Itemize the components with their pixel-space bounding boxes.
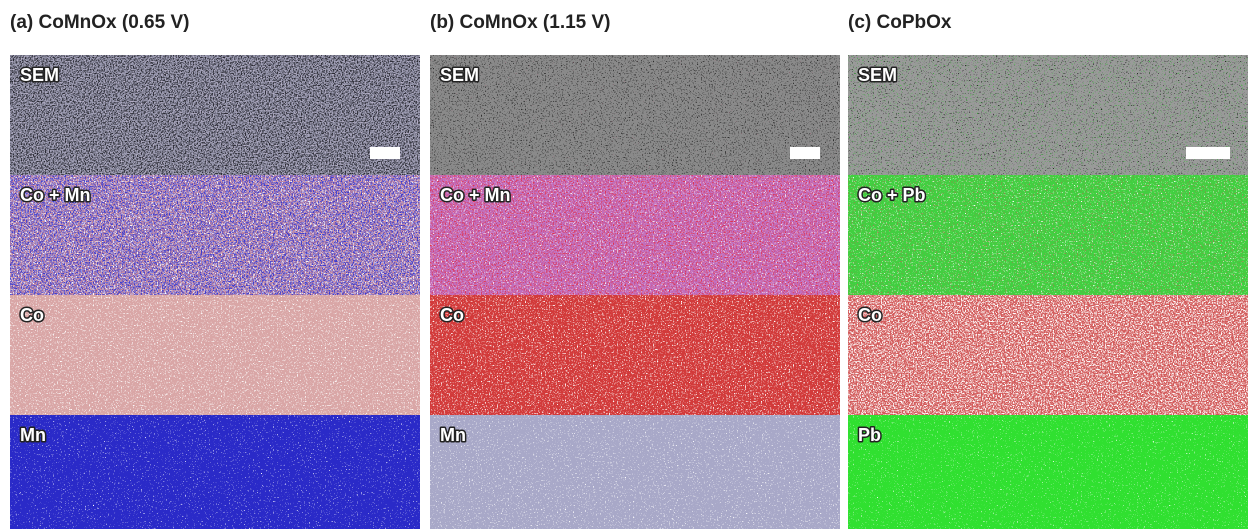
row-label: Pb [858, 425, 881, 445]
figure: (a) CoMnOx (0.65 V) SEM Co + Mn Co Mn (b) CoM… [0, 0, 1248, 529]
row-label: Co + Pb [858, 185, 926, 205]
speckle [10, 295, 420, 415]
panel-title: (b) CoMnOx (1.15 V) [430, 12, 611, 33]
map-tile: Mn [430, 415, 840, 529]
row-label: SEM [20, 65, 59, 85]
scale-bar [790, 147, 820, 159]
map-tile: Co [10, 295, 420, 415]
map-tile: SEM [430, 55, 840, 175]
speckle [848, 415, 1248, 529]
map-tile: SEM [848, 55, 1248, 175]
map-tile: SEM [10, 55, 420, 175]
speckle [10, 55, 420, 175]
map-tile: Mn [10, 415, 420, 529]
map-tile: Co [848, 295, 1248, 415]
speckle [430, 55, 840, 175]
row-label: Co [440, 305, 464, 325]
map-tile: Co + Mn [10, 175, 420, 295]
row-label: Co [858, 305, 882, 325]
speckle [430, 295, 840, 415]
row-label: Co [20, 305, 44, 325]
scale-bar [1186, 147, 1230, 159]
speckle [848, 295, 1248, 415]
map-tile: Pb [848, 415, 1248, 529]
row-label: Co + Mn [440, 185, 511, 205]
map-tile: Co [430, 295, 840, 415]
scale-bar [370, 147, 400, 159]
panel-title: (c) CoPbOx [848, 12, 952, 33]
speckle [430, 415, 840, 529]
row-label: SEM [440, 65, 479, 85]
panel-title: (a) CoMnOx (0.65 V) [10, 12, 189, 33]
row-label: Mn [20, 425, 46, 445]
row-label: Co + Mn [20, 185, 91, 205]
row-label: SEM [858, 65, 897, 85]
speckle [10, 415, 420, 529]
map-tile: Co + Pb [848, 175, 1248, 295]
map-tile: Co + Mn [430, 175, 840, 295]
row-label: Mn [440, 425, 466, 445]
